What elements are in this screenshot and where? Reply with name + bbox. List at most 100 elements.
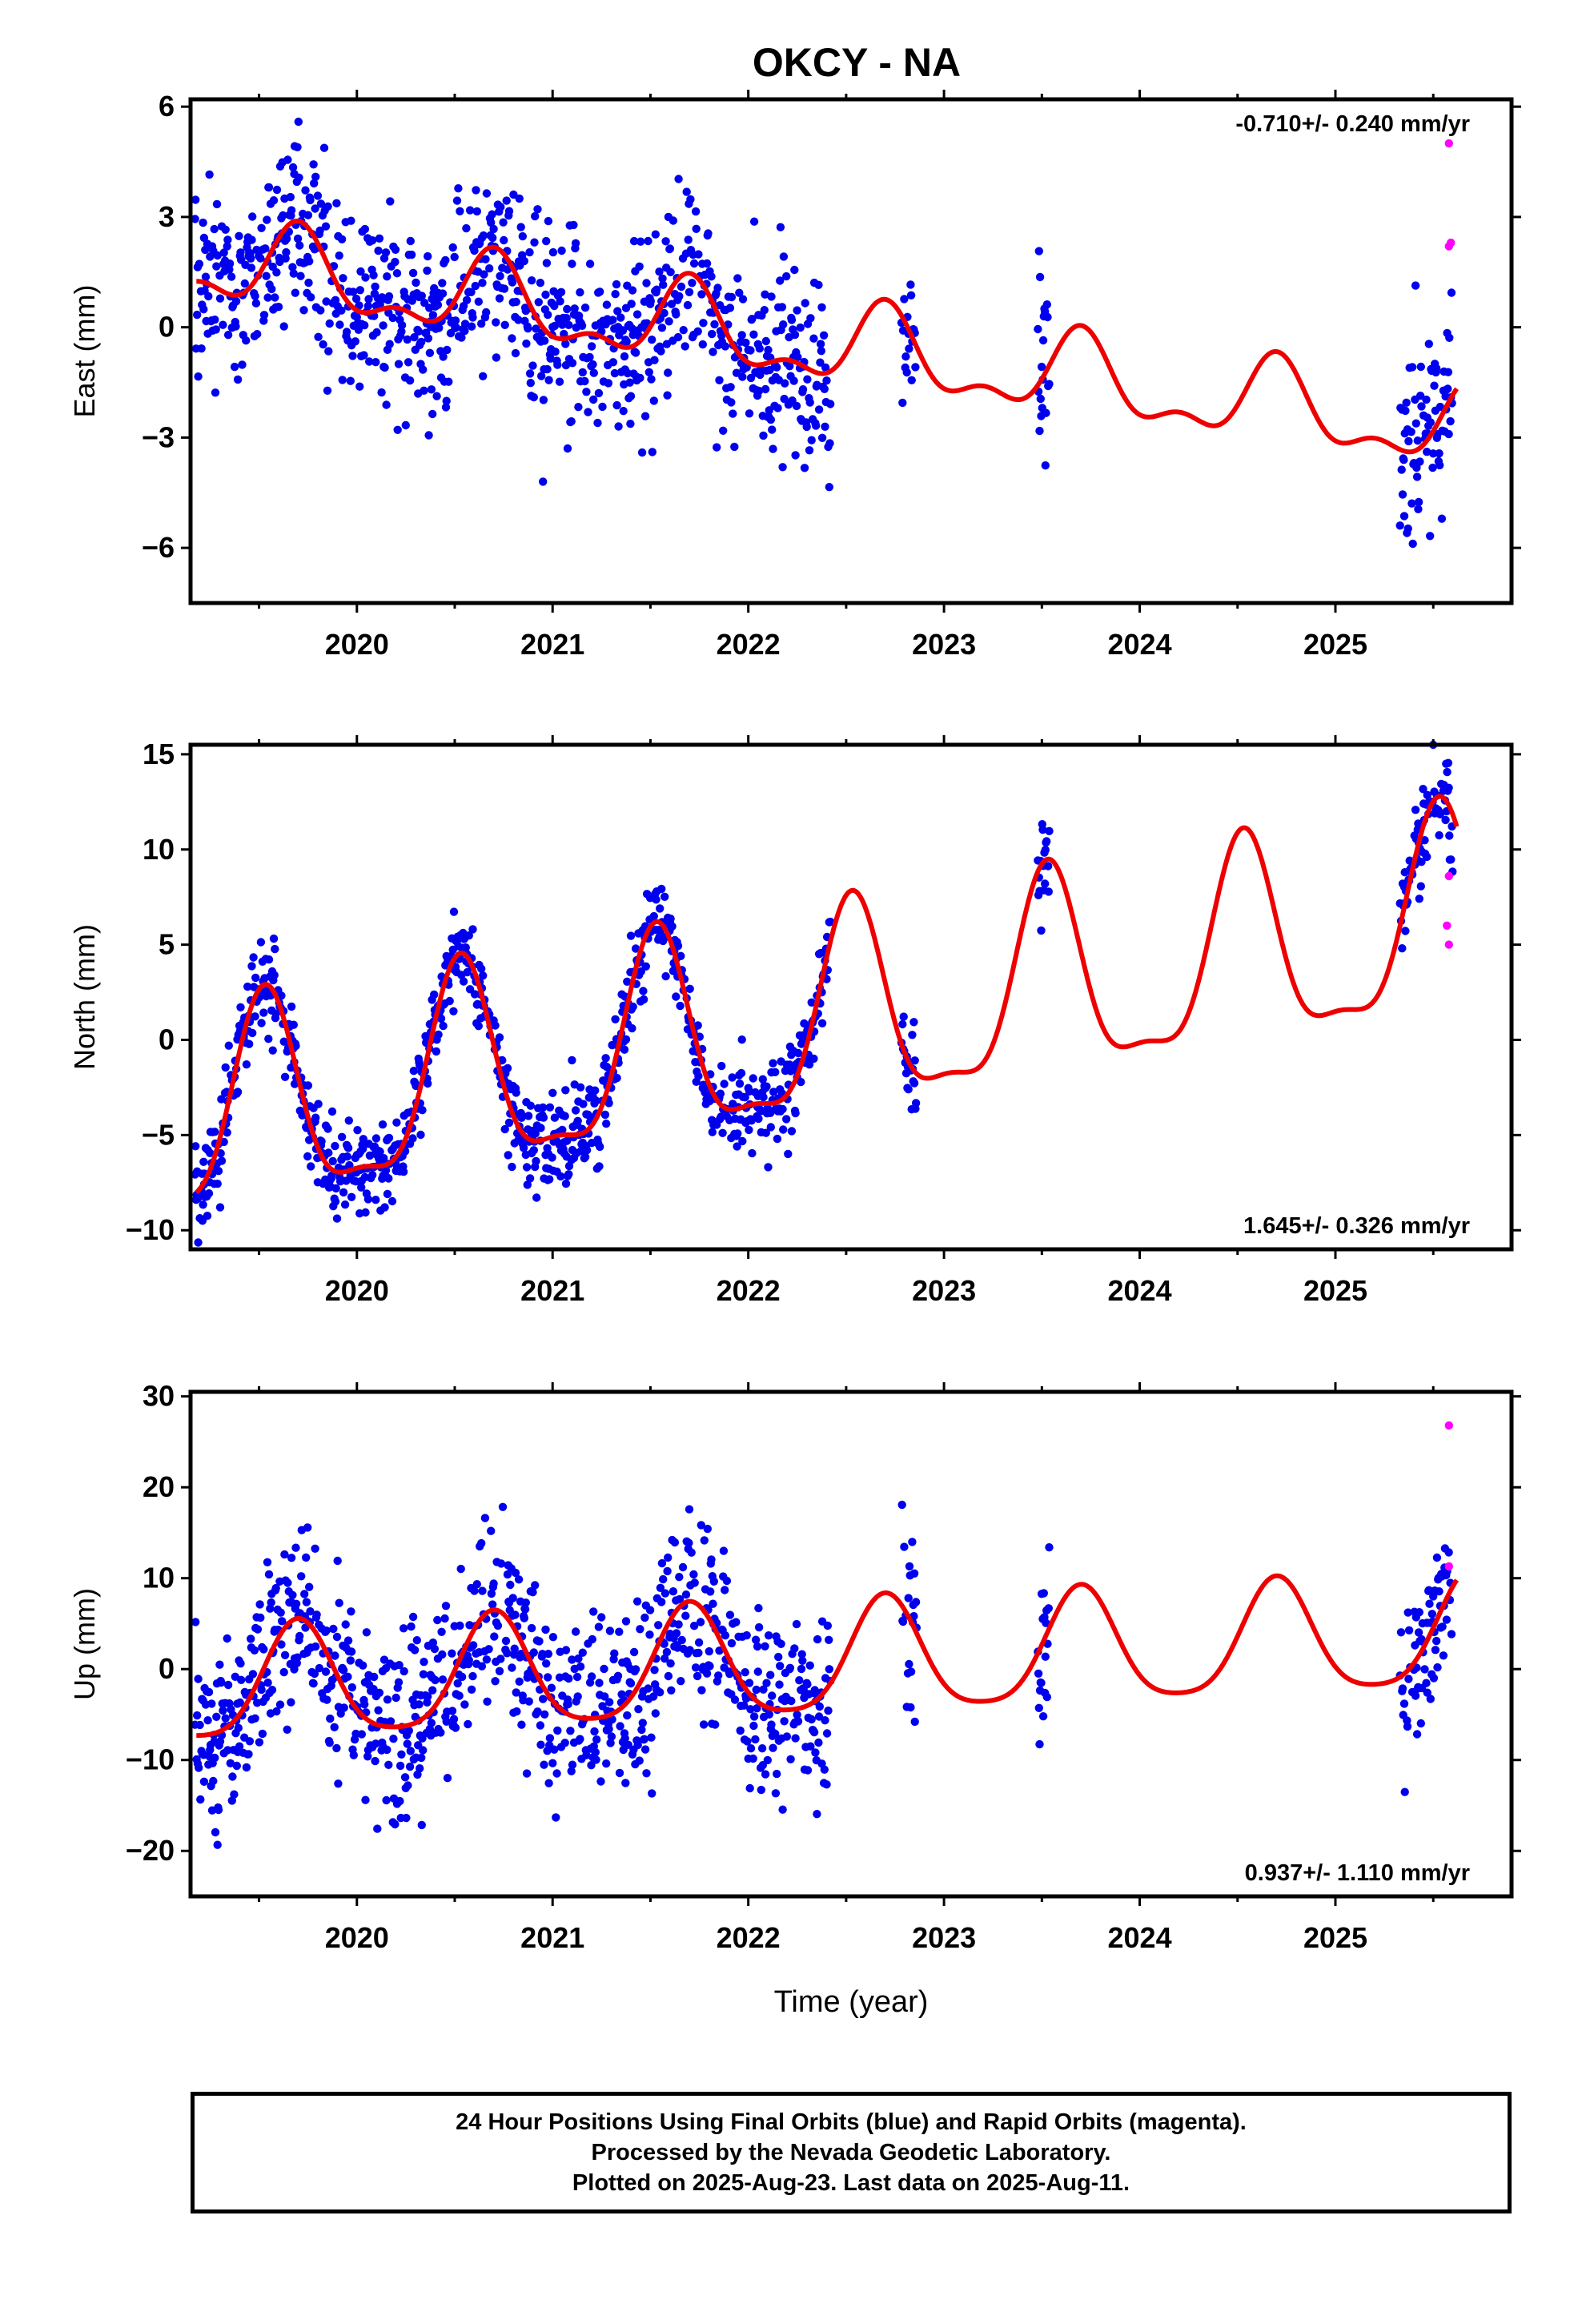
east-final-point	[807, 436, 816, 444]
up-rapid-point	[1444, 1562, 1454, 1571]
east-final-point	[798, 385, 808, 394]
east-final-point	[248, 212, 257, 221]
east-final-point	[281, 254, 290, 263]
up-final-point	[1412, 1730, 1422, 1739]
east-final-point	[640, 412, 650, 420]
east-final-point	[1414, 505, 1423, 513]
north-final-point	[791, 1108, 800, 1118]
east-final-point	[408, 296, 416, 305]
east-final-point	[647, 375, 656, 384]
north-final-point	[379, 1154, 388, 1163]
east-final-point	[898, 398, 907, 408]
up-final-point	[291, 1543, 300, 1552]
east-final-point	[626, 392, 636, 400]
east-final-point	[642, 279, 651, 287]
north-final-point	[461, 943, 470, 952]
east-final-point	[386, 197, 395, 206]
east-final-point	[295, 241, 304, 250]
up-final-point	[567, 1767, 576, 1775]
east-final-point	[194, 372, 203, 381]
east-final-point	[467, 287, 476, 296]
up-final-point	[503, 1570, 512, 1579]
up-final-point	[666, 1659, 675, 1668]
north-final-point	[620, 1045, 629, 1054]
up-final-point	[207, 1699, 216, 1708]
up-final-point	[1432, 1553, 1442, 1562]
north-final-point	[459, 977, 468, 986]
up-final-point	[424, 1692, 432, 1701]
up-final-point	[566, 1727, 575, 1735]
north-final-point	[601, 1054, 610, 1063]
up-final-point	[805, 1661, 814, 1670]
up-final-point	[721, 1631, 730, 1640]
up-final-point	[276, 1608, 285, 1617]
up-final-point	[560, 1739, 569, 1747]
east-final-point	[806, 314, 815, 323]
north-final-point	[1443, 767, 1452, 777]
up-final-point	[663, 1566, 672, 1576]
east-final-point	[561, 360, 571, 370]
east-final-point	[582, 388, 591, 396]
east-final-point	[729, 409, 737, 418]
east-final-point	[644, 368, 653, 376]
east-final-point	[1437, 514, 1447, 523]
north-final-point	[779, 1125, 788, 1134]
east-final-point	[754, 386, 764, 396]
east-final-point	[432, 392, 441, 400]
east-final-point	[397, 320, 407, 330]
up-final-point	[714, 1671, 723, 1680]
up-final-point	[312, 1610, 321, 1619]
east-final-point	[527, 276, 536, 285]
east-rapid-points	[1444, 139, 1456, 251]
east-final-point	[652, 285, 661, 294]
east-final-point	[1429, 449, 1438, 458]
up-final-point	[661, 1654, 669, 1663]
east-final-point	[212, 199, 222, 209]
east-final-point	[745, 409, 754, 418]
east-final-point	[548, 247, 558, 257]
east-final-point	[817, 347, 825, 356]
up-final-point	[1034, 1669, 1043, 1678]
up-final-point	[632, 1597, 642, 1606]
east-final-point	[790, 265, 799, 275]
up-final-point	[906, 1703, 915, 1712]
up-final-point	[1035, 1739, 1044, 1749]
north-final-point	[908, 1031, 917, 1039]
east-final-point	[596, 287, 604, 296]
east-final-point	[534, 298, 543, 307]
east-final-point	[191, 195, 200, 204]
up-final-point	[674, 1620, 683, 1629]
north-final-point	[639, 987, 648, 995]
north-final-point	[337, 1132, 347, 1142]
up-rapid-point	[1444, 1421, 1454, 1430]
north-final-point	[826, 917, 835, 927]
east-final-point	[310, 179, 319, 188]
east-final-point	[1407, 428, 1415, 436]
up-final-point	[232, 1761, 241, 1771]
up-final-point	[681, 1590, 691, 1599]
north-final-point	[769, 1088, 778, 1096]
up-final-point	[761, 1770, 770, 1779]
east-final-point	[291, 288, 299, 297]
panel-north: −10 −5 0 5 10 15 2020 2021 2022 2023 2024 2025 Nort…	[68, 735, 1521, 1307]
up-final-point	[297, 1572, 306, 1581]
up-final-point	[383, 1745, 391, 1755]
up-final-point	[468, 1641, 478, 1650]
up-final-point	[408, 1612, 418, 1622]
up-final-point	[448, 1649, 456, 1658]
up-final-point	[251, 1714, 259, 1723]
up-final-point	[325, 1739, 334, 1747]
north-final-point	[1037, 926, 1046, 935]
up-final-point	[489, 1579, 498, 1588]
east-final-point	[251, 299, 261, 308]
east-final-point	[805, 398, 814, 407]
north-final-point	[1401, 927, 1410, 935]
east-final-point	[485, 264, 494, 273]
up-final-point	[640, 1613, 649, 1622]
up-final-point	[453, 1679, 462, 1688]
north-final-point	[287, 1002, 296, 1011]
east-final-point	[247, 254, 255, 263]
up-final-point	[329, 1624, 338, 1634]
east-final-point	[693, 327, 702, 336]
up-final-point	[219, 1706, 227, 1715]
